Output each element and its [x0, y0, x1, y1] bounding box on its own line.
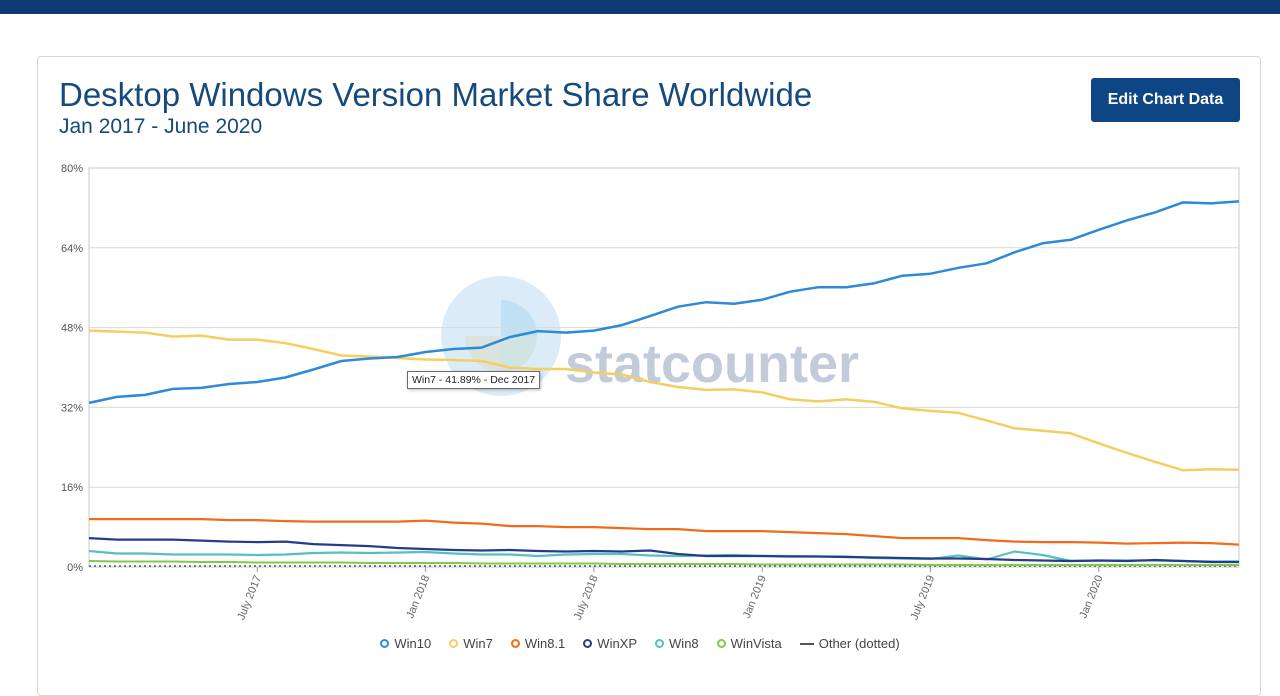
chart-tooltip: Win7 - 41.89% - Dec 2017	[407, 371, 541, 389]
legend-item-win8-1[interactable]: Win8.1	[510, 636, 566, 651]
legend-item-win8[interactable]: Win8	[655, 636, 699, 651]
legend-label: Win10	[394, 636, 432, 651]
legend-circle-icon	[583, 639, 593, 648]
chart-grid	[88, 167, 1240, 568]
x-tick-label: July 2019	[908, 574, 937, 622]
y-tick-label: 48%	[61, 323, 83, 335]
chart-subtitle: Jan 2017 - June 2020	[59, 115, 263, 138]
edit-chart-data-button[interactable]: Edit Chart Data	[1091, 78, 1240, 122]
chart-title: Desktop Windows Version Market Share Wor…	[59, 76, 813, 113]
legend-item-winvista[interactable]: WinVista	[716, 636, 782, 651]
x-tick-label: July 2017	[235, 574, 264, 622]
series-line-winvista[interactable]	[88, 560, 1239, 566]
series-line-winxp[interactable]	[88, 537, 1239, 564]
series-line-win7[interactable]	[88, 329, 1240, 472]
legend-circle-icon	[716, 639, 726, 648]
legend-circle-icon	[380, 639, 390, 648]
legend-label: Win8	[669, 636, 699, 651]
header-bar	[0, 0, 1280, 14]
x-tick-label: July 2018	[572, 574, 601, 622]
legend-label: WinXP	[597, 636, 638, 651]
legend-label: Other (dotted)	[818, 636, 900, 651]
x-tick-label: Jan 2020	[1077, 574, 1105, 620]
watermark-logo-slice-a	[501, 300, 537, 336]
legend-circle-icon	[655, 639, 665, 648]
y-axis: 0% 16% 32% 48% 64% 80%	[61, 163, 83, 574]
x-tick-label: Jan 2018	[404, 574, 432, 620]
legend-item-winxp[interactable]: WinXP	[583, 636, 637, 651]
chart-card	[37, 56, 1261, 696]
legend-circle-icon	[449, 639, 459, 648]
legend-label: Win7	[463, 636, 493, 651]
legend-label: WinVista	[730, 636, 782, 651]
x-tick-label: Jan 2019	[741, 574, 769, 620]
watermark-text: statcounter	[565, 334, 859, 394]
chart-legend: Win10 Win7 Win8.1 WinXP Win8 WinVista Other (d…	[0, 636, 1280, 651]
legend-item-other-dotted[interactable]: Other (dotted)	[799, 636, 900, 651]
y-tick-label: 32%	[61, 402, 83, 414]
y-tick-label: 64%	[61, 243, 83, 255]
legend-circle-icon	[510, 639, 520, 648]
x-axis: July 2017 Jan 2018 July 2018 Jan 2019 July 2…	[235, 567, 1106, 622]
y-tick-label: 16%	[61, 482, 83, 494]
legend-item-win7[interactable]: Win7	[449, 636, 493, 651]
y-tick-label: 0%	[67, 562, 83, 574]
legend-label: Win8.1	[524, 636, 566, 651]
chart-series	[88, 200, 1240, 567]
watermark-logo-ring	[441, 276, 561, 396]
legend-item-win10[interactable]: Win10	[380, 636, 431, 651]
plot-border	[88, 167, 1240, 568]
series-line-win8[interactable]	[88, 549, 1239, 563]
series-line-win8-1[interactable]	[89, 517, 1240, 546]
series-line-win10[interactable]	[88, 200, 1240, 405]
watermark-logo-slice-b	[501, 336, 537, 372]
legend-line-icon	[799, 642, 814, 645]
y-tick-label: 80%	[61, 163, 83, 175]
statcounter-watermark: statcounter	[441, 276, 859, 396]
line-chart: statcounter 0%16%32%48%64%80% July 2017 J…	[61, 163, 1240, 622]
